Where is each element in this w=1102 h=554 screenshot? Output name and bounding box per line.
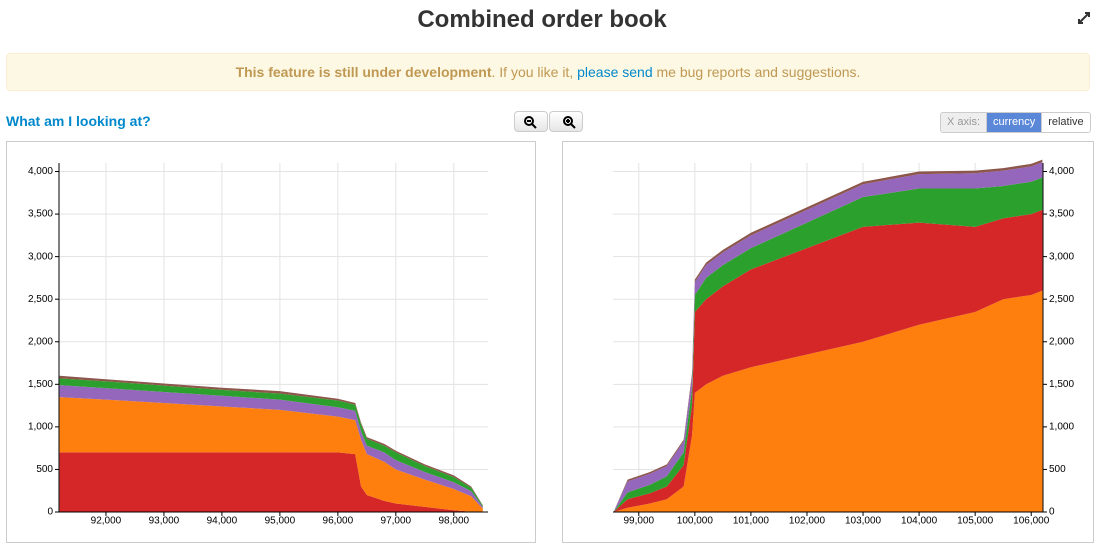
x-tick-label: 95,000 [265,516,296,527]
y-tick-label: 1,000 [28,422,53,433]
y-tick-label: 3,000 [28,251,53,262]
zoom-out-button[interactable] [514,111,548,132]
x-tick-label: 92,000 [91,516,122,527]
y-tick-label: 2,500 [1049,294,1074,305]
y-tick-label: 2,000 [28,336,53,347]
area [59,385,483,509]
y-tick-label: 2,500 [28,294,53,305]
x-tick-label: 96,000 [323,516,354,527]
x-tick-label: 93,000 [149,516,180,527]
x-tick-label: 100,000 [677,516,714,527]
y-tick-label: 1,000 [1049,422,1074,433]
y-tick-label: 0 [1049,507,1055,518]
notice: This feature is still under development.… [6,53,1090,91]
y-tick-label: 1,500 [1049,379,1074,390]
y-tick-label: 1,500 [28,379,53,390]
help-link[interactable]: What am I looking at? [6,113,151,129]
x-tick-label: 105,000 [957,516,994,527]
y-tick-label: 0 [47,507,53,518]
x-tick-label: 98,000 [438,516,469,527]
chart-panel: 0 500 1,000 1,500 2,000 2,500 3,000 3,500 4,000 9… [6,141,536,543]
y-tick-label: 4,000 [1049,166,1074,177]
y-tick-label: 4,000 [28,166,53,177]
area [613,290,1043,512]
toggle-label: X axis: [941,113,987,132]
x-tick-label: 94,000 [207,516,238,527]
chart: 0 500 1,000 1,500 2,000 2,500 3,000 3,500 4,000 9… [613,159,1074,527]
y-tick-label: 3,500 [1049,209,1074,220]
notice-link[interactable]: please send [577,64,653,80]
x-tick-label: 103,000 [845,516,882,527]
chart: 0 500 1,000 1,500 2,000 2,500 3,000 3,500 4,000 9… [28,163,488,527]
area [59,452,483,512]
y-tick-label: 3,500 [28,209,53,220]
area [613,209,1043,512]
y-tick-label: 3,000 [1049,251,1074,262]
chart-panel: 0 500 1,000 1,500 2,000 2,500 3,000 3,500 4,000 9… [562,141,1094,543]
page-title: Combined order book [417,6,667,33]
y-tick-label: 500 [36,464,53,475]
area [59,397,483,512]
x-tick-label: 102,000 [789,516,826,527]
y-tick-label: 500 [1049,464,1066,475]
notice-text: . If you like it, [491,64,578,80]
toggle-option[interactable]: currency [986,113,1042,132]
x-tick-label: 104,000 [901,516,938,527]
notice-text: me bug reports and suggestions. [652,64,861,80]
notice-bold: This feature is still under development [235,64,492,80]
x-axis-toggle: X axis: currency relative [940,112,1091,133]
x-tick-label: 99,000 [623,516,654,527]
x-tick-label: 106,000 [1013,516,1050,527]
area [613,177,1043,512]
expand-icon[interactable] [1076,10,1092,26]
x-tick-label: 101,000 [733,516,770,527]
y-tick-label: 2,000 [1049,336,1074,347]
area [613,162,1043,512]
zoom-in-button[interactable] [549,111,583,132]
toggle-option[interactable]: relative [1041,113,1090,132]
x-tick-label: 97,000 [381,516,412,527]
